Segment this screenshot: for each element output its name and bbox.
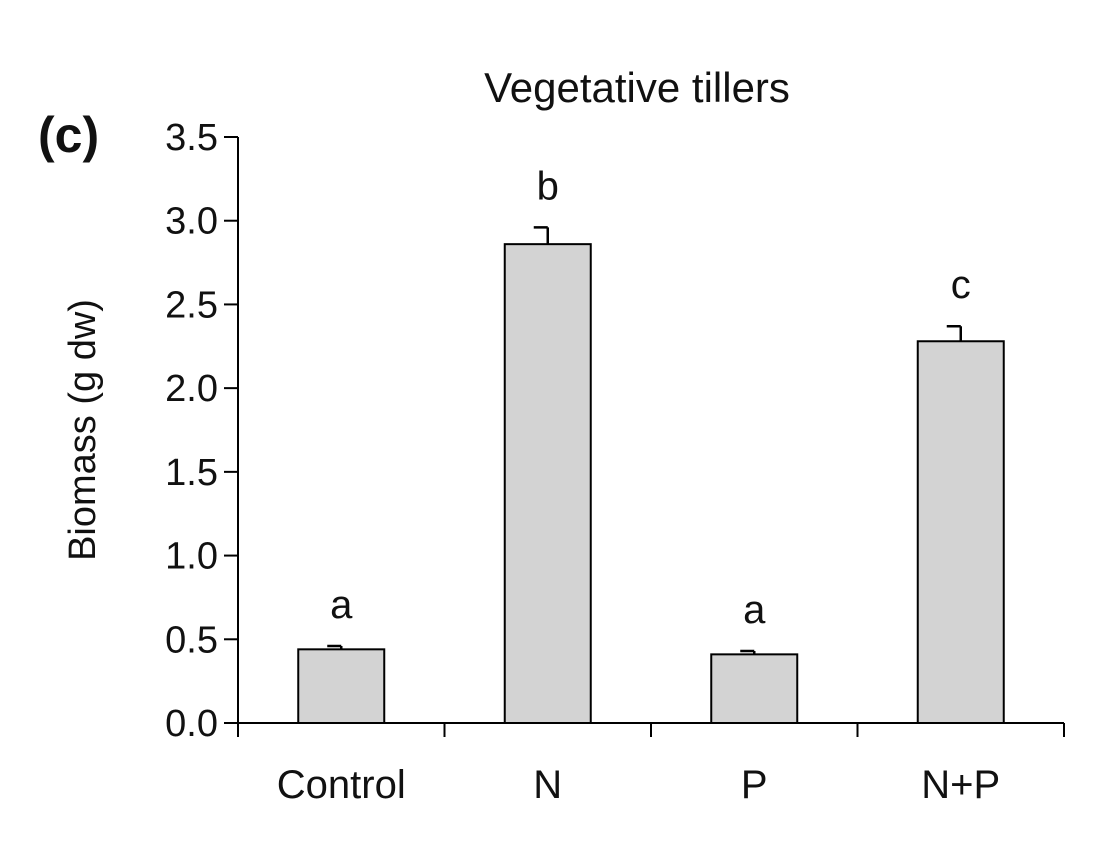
bar-N <box>503 243 592 724</box>
x-tick-label-Control: Control <box>277 763 406 807</box>
axes-group: Control N P N+P 0.0 0.5 1.0 1.5 2.0 2.5 3.0 3.5 <box>165 117 1065 807</box>
error-bar-P <box>740 649 756 655</box>
y-tick-label-1.5: 1.5 <box>165 452 218 494</box>
significance-letter-P: a <box>743 588 766 632</box>
error-bar-N+P <box>946 324 962 342</box>
significance-letter-N+P: c <box>951 263 971 307</box>
bar-Control <box>297 648 386 724</box>
y-tick-label-0.0: 0.0 <box>165 703 218 745</box>
panel-label: (c) <box>38 107 99 163</box>
y-tick-label-3.5: 3.5 <box>165 117 218 159</box>
y-tick-label-2.0: 2.0 <box>165 368 218 410</box>
bar-N+P <box>916 340 1005 724</box>
x-tick-label-P: P <box>741 763 768 807</box>
bars-group: a b a c <box>297 164 1005 725</box>
y-tick-label-1.0: 1.0 <box>165 536 218 578</box>
y-tick-label-0.5: 0.5 <box>165 619 218 661</box>
significance-letter-Control: a <box>330 583 353 627</box>
bar-P <box>710 653 799 725</box>
significance-letter-N: b <box>537 164 559 208</box>
error-bar-N <box>533 226 549 245</box>
y-tick-label-2.5: 2.5 <box>165 284 218 326</box>
y-axis-label: Biomass (g dw) <box>62 299 104 561</box>
error-bar-Control <box>327 644 343 650</box>
x-tick-label-N: N <box>533 763 562 807</box>
chart-title: Vegetative tillers <box>484 64 790 111</box>
x-tick-label-N+P: N+P <box>921 763 1000 807</box>
y-tick-label-3.0: 3.0 <box>165 201 218 243</box>
